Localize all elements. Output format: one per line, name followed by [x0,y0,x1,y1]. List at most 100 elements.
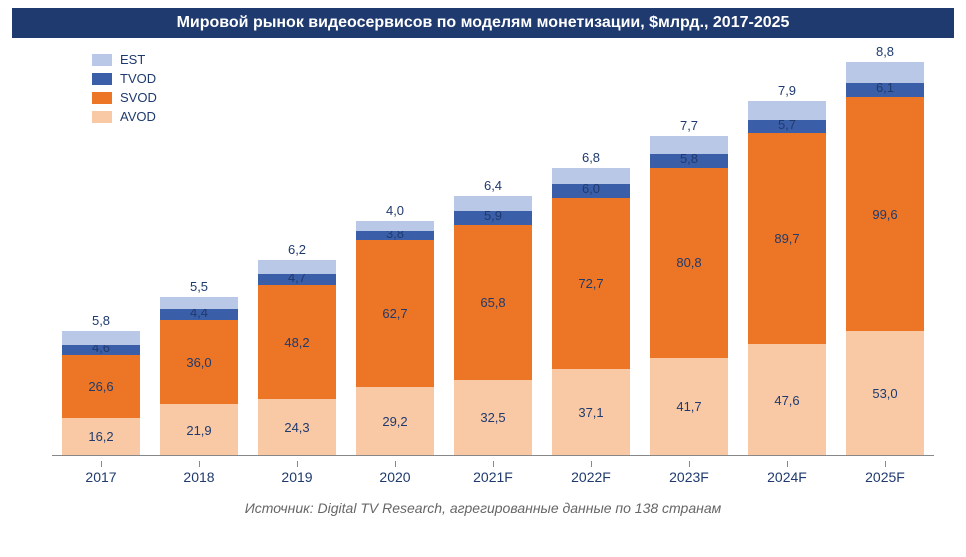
bar-stack: 47,6 89,7 5,77,9 [748,101,826,456]
bar-segment-svod: 80,8 [650,168,728,358]
bar-value-label: 62,7 [382,306,407,321]
bar-segment-est: 7,9 [748,101,826,120]
legend-swatch-tvod [92,73,112,85]
bar-segment-tvod: 5,8 [650,154,728,168]
legend-item-svod: SVOD [92,90,157,105]
bar-column: 21,936,04,45,5 [160,297,238,457]
x-axis-tick [199,461,200,467]
bar-value-label: 47,6 [774,393,799,408]
bar-segment-svod: 99,6 [846,97,924,331]
bar-segment-avod: 32,5 [454,380,532,456]
bar-segment-tvod: 5,7 [748,120,826,133]
bar-value-label: 37,1 [578,405,603,420]
bar-stack: 16,2 26,6 4,65,8 [62,331,140,456]
bar-segment-avod: 24,3 [258,399,336,456]
bar-segment-tvod: 3,8 [356,231,434,240]
x-axis-label: 2019 [258,460,336,496]
x-axis-label-text: 2018 [183,469,214,485]
bar-segment-est: 7,7 [650,136,728,154]
bar-column: 16,2 26,6 4,65,8 [62,331,140,456]
x-axis-label-text: 2017 [85,469,116,485]
bar-segment-tvod: 5,9 [454,211,532,225]
bar-value-label: 36,0 [186,355,211,370]
bar-value-label: 80,8 [676,255,701,270]
bar-segment-tvod: 4,7 [258,274,336,285]
bar-stack: 32,5 65,8 5,96,4 [454,196,532,456]
bar-segment-avod: 41,7 [650,358,728,456]
bar-value-label: 5,5 [190,279,208,294]
bar-value-label: 6,2 [288,242,306,257]
x-axis-label: 2018 [160,460,238,496]
x-axis-line [52,455,934,456]
x-axis-label-text: 2020 [379,469,410,485]
bar-value-label: 6,8 [582,150,600,165]
chart-source: Источник: Digital TV Research, агрегиров… [0,500,966,516]
x-axis-label-text: 2025F [865,469,905,485]
legend-label-svod: SVOD [120,90,157,105]
legend-label-avod: AVOD [120,109,156,124]
x-axis-tick [689,461,690,467]
bar-column: 53,099,66,18,8 [846,62,924,456]
bar-column: 24,3 48,2 4,76,2 [258,260,336,456]
bar-stack: 41,7 80,8 5,87,7 [650,136,728,456]
bar-column: 37,172,76,06,8 [552,168,630,456]
bar-column: 41,7 80,8 5,87,7 [650,136,728,456]
bar-value-label: 65,8 [480,295,505,310]
x-axis-label: 2021F [454,460,532,496]
bar-segment-tvod: 4,6 [62,345,140,356]
bar-value-label: 7,7 [680,118,698,133]
bar-value-label: 72,7 [578,276,603,291]
bar-segment-avod: 16,2 [62,418,140,456]
x-axis-tick [787,461,788,467]
bar-column: 47,6 89,7 5,77,9 [748,101,826,456]
bar-segment-svod: 89,7 [748,133,826,344]
bar-value-label: 29,2 [382,414,407,429]
bar-segment-avod: 37,1 [552,369,630,456]
bar-value-label: 6,4 [484,178,502,193]
bar-segment-est: 6,4 [454,196,532,211]
bar-value-label: 89,7 [774,231,799,246]
x-axis-label-text: 2024F [767,469,807,485]
bar-value-label: 53,0 [872,386,897,401]
x-axis-tick [493,461,494,467]
x-axis-label: 2024F [748,460,826,496]
bar-segment-est: 6,8 [552,168,630,184]
x-axis-label: 2020 [356,460,434,496]
bar-stack: 53,099,66,18,8 [846,62,924,456]
x-axis-tick [101,461,102,467]
bar-stack: 37,172,76,06,8 [552,168,630,456]
bar-value-label: 16,2 [88,429,113,444]
legend-swatch-est [92,54,112,66]
legend-label-est: EST [120,52,145,67]
bar-segment-tvod: 4,4 [160,309,238,319]
bar-segment-svod: 26,6 [62,355,140,418]
bar-value-label: 48,2 [284,335,309,350]
bar-segment-avod: 29,2 [356,387,434,456]
bar-column: 29,262,73,84,0 [356,221,434,456]
bar-segment-avod: 21,9 [160,404,238,456]
bar-value-label: 26,6 [88,379,113,394]
x-axis-label-text: 2022F [571,469,611,485]
x-axis-label: 2025F [846,460,924,496]
bar-segment-est: 5,8 [62,331,140,345]
bar-value-label: 8,8 [876,44,894,59]
bar-segment-svod: 36,0 [160,320,238,405]
bar-segment-avod: 53,0 [846,331,924,456]
bar-value-label: 5,8 [92,313,110,328]
x-axis-label: 2023F [650,460,728,496]
legend-item-tvod: TVOD [92,71,157,86]
x-axis-tick [297,461,298,467]
bar-segment-est: 6,2 [258,260,336,275]
chart-title: Мировой рынок видеосервисов по моделям м… [12,8,954,38]
bar-value-label: 4,0 [386,203,404,218]
bar-segment-svod: 72,7 [552,198,630,369]
bar-value-label: 41,7 [676,399,701,414]
bar-stack: 24,3 48,2 4,76,2 [258,260,336,456]
bar-segment-svod: 62,7 [356,240,434,388]
chart-area: ESTTVODSVODAVOD 16,226,64,65,821,936,04,… [12,46,954,496]
legend-swatch-avod [92,111,112,123]
bar-column: 32,5 65,8 5,96,4 [454,196,532,456]
bar-value-label: 7,9 [778,83,796,98]
x-axis-tick [591,461,592,467]
x-axis-label-text: 2023F [669,469,709,485]
